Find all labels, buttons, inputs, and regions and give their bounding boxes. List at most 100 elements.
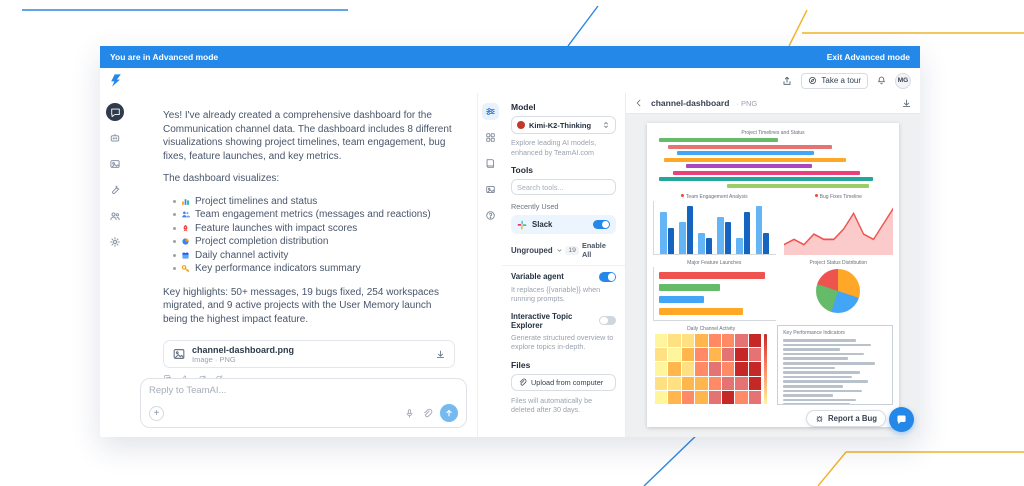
topic-explorer-toggle[interactable] [599, 315, 616, 326]
heatmap-cell [668, 334, 681, 348]
kpi-summary-panel: Key Performance Indicators [777, 325, 893, 405]
kpi-text-line [783, 339, 856, 342]
chat-bubble-icon [897, 415, 906, 424]
heatmap-cell [748, 334, 762, 348]
kpi-text-line [783, 362, 875, 365]
bugfix-chart: Bug Fixes Timeline [783, 193, 893, 255]
kpi-text-line [783, 357, 848, 360]
gantt-bar [659, 177, 874, 182]
preview-download-icon[interactable] [901, 98, 912, 109]
download-icon[interactable] [435, 349, 446, 360]
back-icon[interactable] [634, 98, 644, 108]
image-file-icon [172, 347, 186, 361]
upload-label: Upload from computer [531, 377, 604, 387]
take-a-tour-button[interactable]: Take a tour [801, 72, 868, 89]
kpi-text-line [783, 343, 872, 347]
bullet-dot [173, 240, 176, 244]
bar-group [678, 201, 694, 254]
model-select[interactable]: Kimi-K2-Thinking [511, 116, 616, 134]
pie-title: Project Status Distribution [809, 260, 868, 266]
message-paragraph-2: The dashboard visualizes: [163, 173, 280, 184]
users-icon [181, 210, 190, 219]
take-a-tour-label: Take a tour [821, 76, 861, 85]
heatmap-cell [748, 376, 762, 390]
support-chat-button[interactable] [889, 407, 914, 432]
app-window: You are in Advanced mode Exit Advanced m… [100, 46, 920, 437]
panel-tab-library[interactable] [482, 155, 499, 172]
feature-text: Feature launches with impact scores [195, 222, 358, 234]
feature-text: Daily channel activity [195, 249, 289, 261]
variable-agent-label: Variable agent [511, 272, 564, 282]
user-avatar[interactable]: MG [895, 72, 911, 89]
paperclip-icon[interactable] [422, 408, 433, 419]
attachment-card[interactable]: channel-dashboard.png Image · PNG [163, 340, 455, 368]
engagement-chart: Team Engagement Analysis [653, 193, 776, 255]
dashboard-feature-list: Project timelines and status Team engage… [173, 195, 457, 276]
bot-icon [110, 133, 120, 142]
gantt-bar [672, 170, 860, 175]
gantt-bar [677, 151, 815, 156]
topic-explorer-description: Generate structured overview to explore … [511, 332, 614, 352]
heatmap-cell [655, 348, 668, 362]
reply-input[interactable] [149, 385, 458, 396]
engagement-title: Team Engagement Analysis [653, 193, 776, 201]
upload-from-computer-button[interactable]: Upload from computer [511, 373, 616, 391]
panel-tab-apps[interactable] [482, 129, 499, 146]
heatmap-cell [695, 334, 708, 348]
attachment-name: channel-dashboard.png [192, 344, 295, 355]
tool-item-slack[interactable]: Slack [511, 215, 616, 234]
sidebar-item-chat[interactable] [106, 103, 124, 121]
panel-tab-media[interactable] [482, 181, 499, 198]
bar-group [735, 201, 751, 254]
message-paragraph-1: Yes! I've already created a comprehensiv… [163, 110, 452, 162]
gantt-chart: Project Timelines and Status [653, 129, 893, 189]
preview-title: channel-dashboard [651, 98, 730, 108]
heatmap-cell [708, 390, 721, 404]
notifications-icon[interactable] [876, 75, 887, 86]
kpi-text-line [783, 348, 841, 351]
heatmap-cell [668, 362, 681, 376]
file-preview-panel: channel-dashboard · PNG Project Timeline… [626, 93, 920, 437]
heatmap-cell [668, 348, 681, 362]
select-chevrons-icon [604, 122, 608, 128]
features-title: Major Feature Launches [687, 260, 742, 266]
slack-label: Slack [532, 220, 553, 229]
advanced-mode-label: You are in Advanced mode [110, 52, 219, 62]
report-a-bug-button[interactable]: Report a Bug [806, 410, 886, 427]
exit-advanced-mode-button[interactable]: Exit Advanced mode [826, 52, 910, 62]
sidebar-item-team[interactable] [106, 207, 124, 225]
tools-search-input[interactable] [517, 182, 610, 192]
enable-all-button[interactable]: Enable All [581, 241, 606, 259]
variable-agent-row: Variable agent [511, 272, 616, 282]
sidebar-item-gallery[interactable] [106, 155, 124, 173]
heatmap-cell [655, 390, 668, 404]
ungrouped-section[interactable]: Ungrouped 19 Enable All [511, 241, 616, 259]
panel-tab-model-settings[interactable] [481, 103, 499, 120]
sidebar-item-tools[interactable] [106, 181, 124, 199]
microphone-icon[interactable] [404, 408, 415, 419]
heatmap-cell [735, 362, 748, 376]
send-button[interactable] [440, 404, 458, 422]
feature-bar [659, 308, 743, 315]
slack-toggle[interactable] [593, 219, 610, 230]
heatmap-colorbar [764, 334, 768, 404]
kpi-text-line [783, 371, 861, 374]
variable-agent-toggle[interactable] [599, 272, 616, 282]
share-icon[interactable] [781, 75, 793, 87]
kpi-text-line [783, 403, 850, 404]
heatmap-cell [735, 348, 748, 362]
gantt-bar [686, 164, 812, 169]
sidebar-item-bot[interactable] [106, 129, 124, 147]
add-attachment-button[interactable]: + [149, 405, 164, 421]
tools-search[interactable] [511, 179, 616, 195]
heatmap-title: Daily Channel Activity [687, 326, 736, 332]
heatmap-cell [695, 348, 708, 362]
sidebar-item-settings[interactable] [106, 233, 124, 251]
message-composer[interactable]: + [140, 378, 467, 428]
bar [660, 211, 667, 254]
panel-tab-help[interactable] [482, 207, 499, 224]
bar [724, 222, 732, 254]
heatmap-cell [748, 348, 762, 362]
model-description: Explore leading AI models, enhanced by T… [511, 138, 597, 157]
heatmap-cell [722, 348, 735, 362]
